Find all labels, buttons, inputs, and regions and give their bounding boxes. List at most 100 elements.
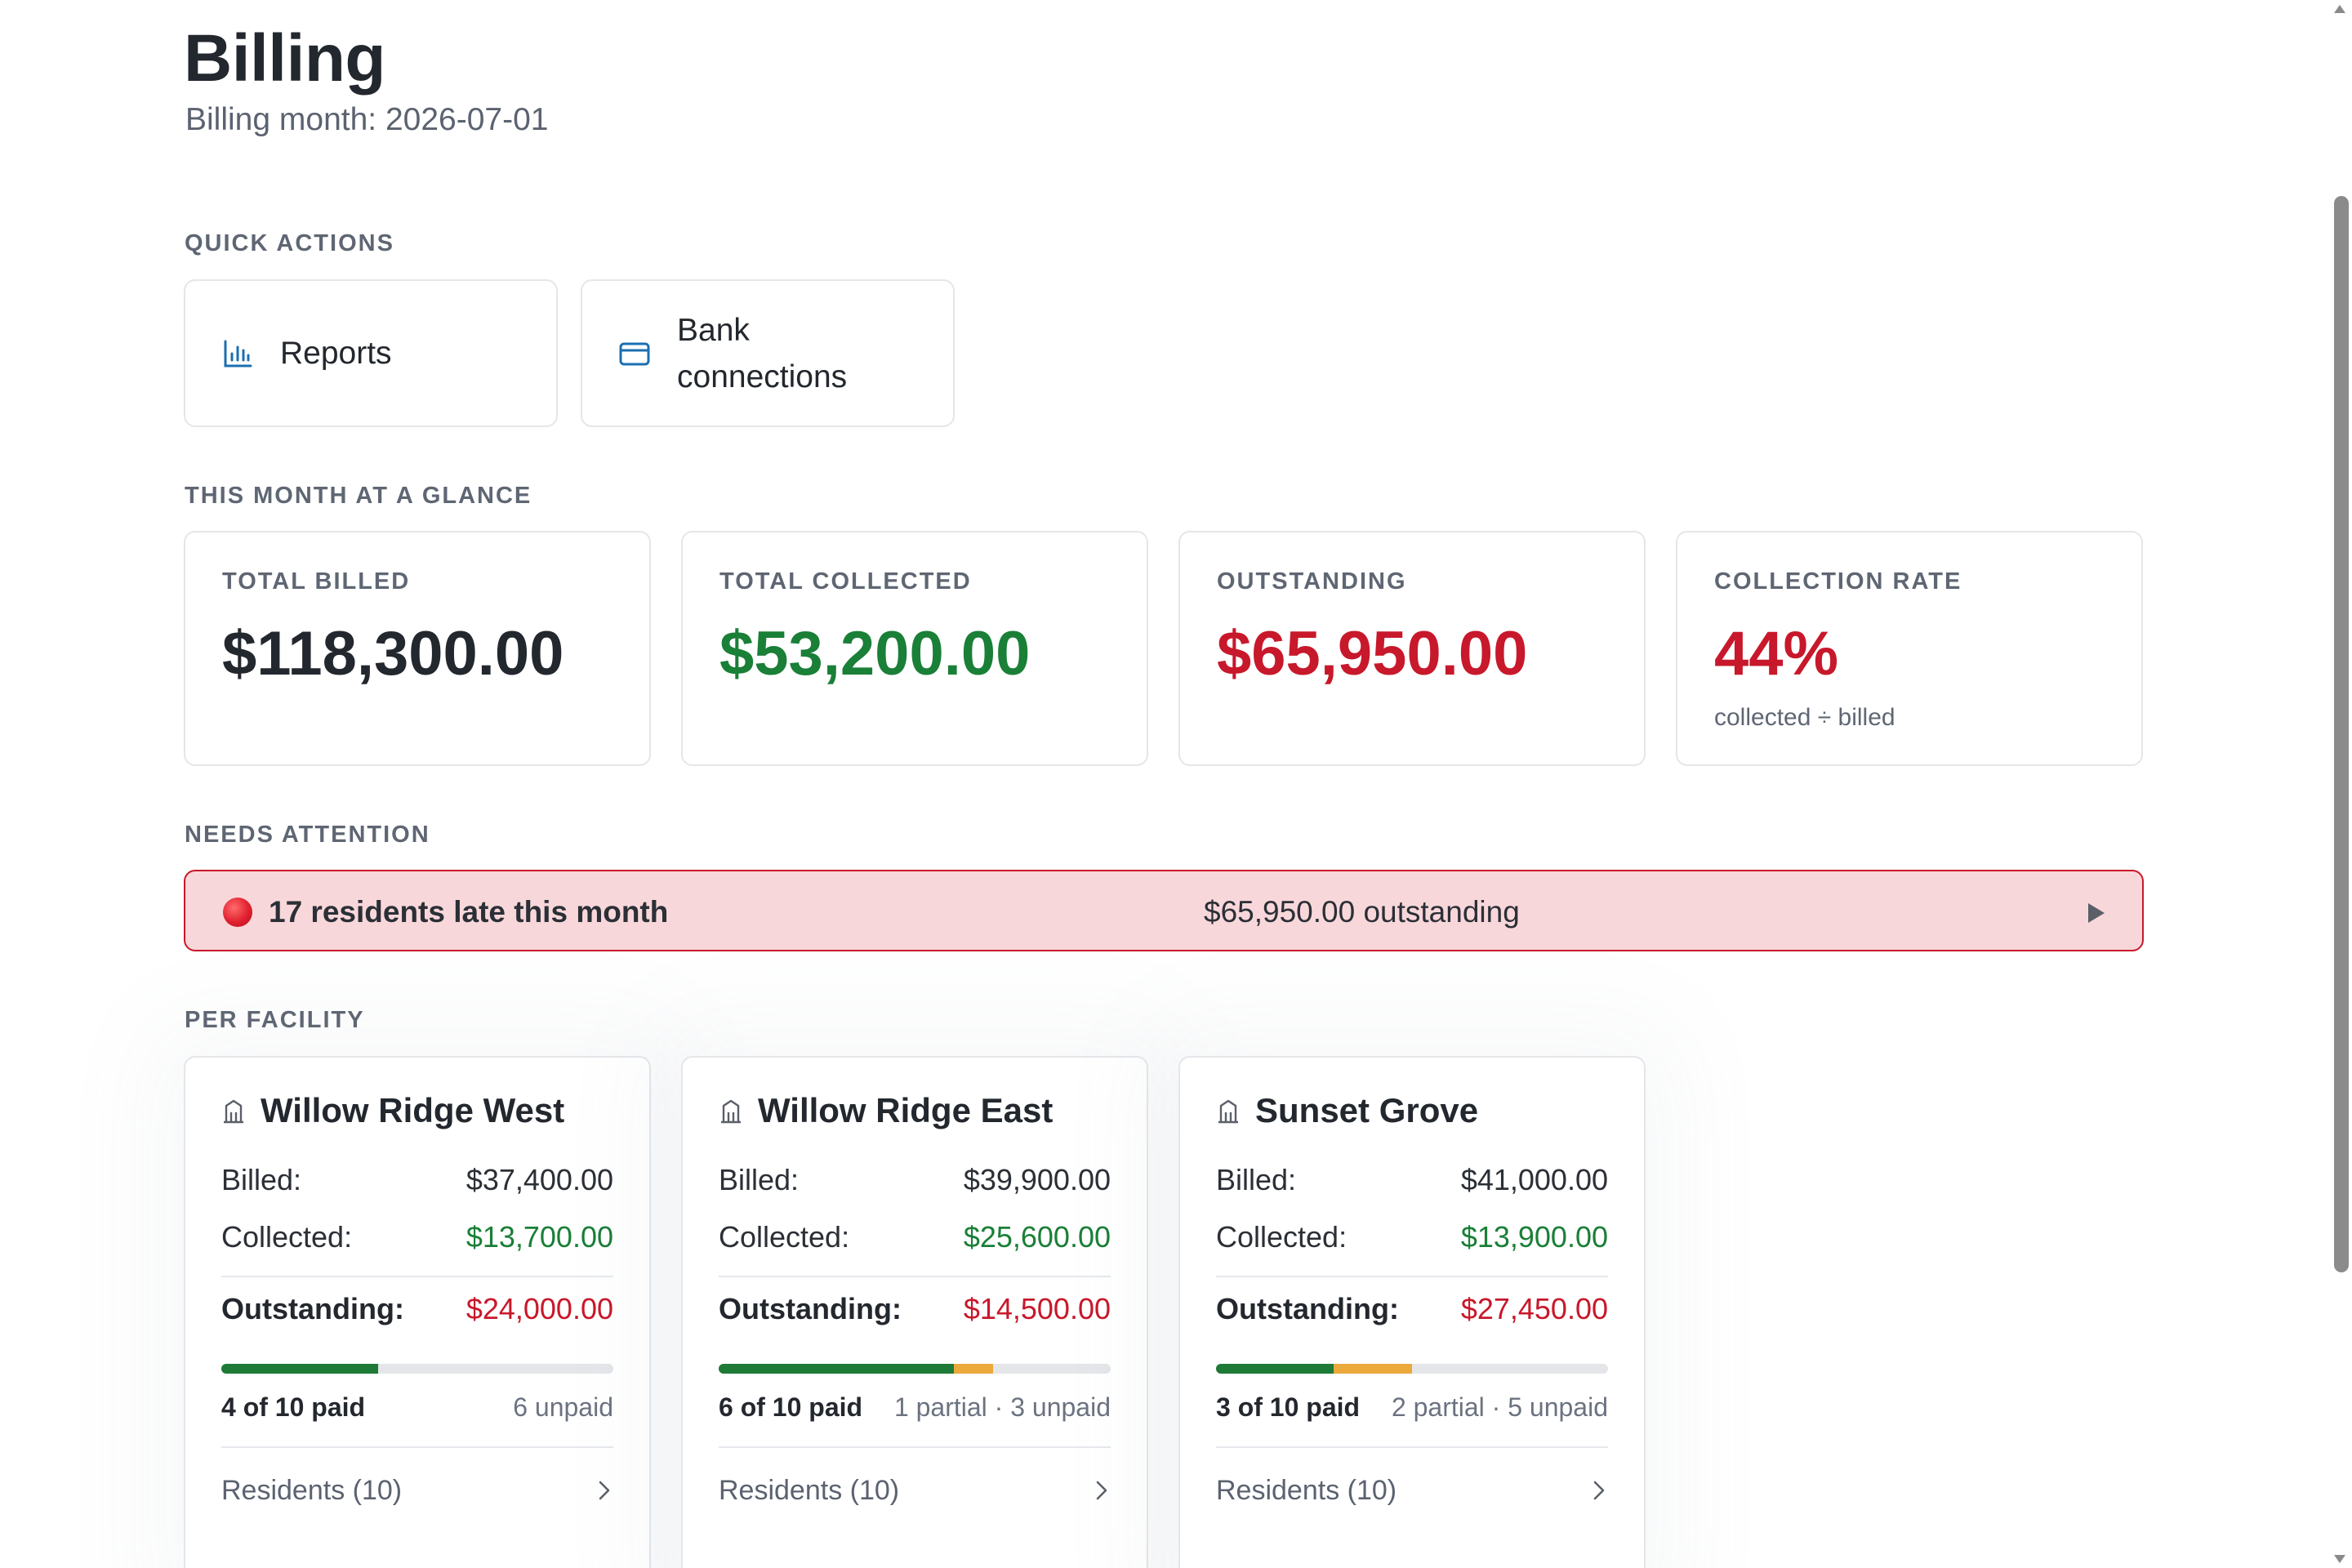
billed-label: Billed:	[1216, 1163, 1297, 1196]
divider	[719, 1276, 1111, 1277]
unpaid-count: 2 partial · 5 unpaid	[1391, 1392, 1608, 1422]
chevron-right-icon	[1593, 1481, 1605, 1500]
outstanding-value: $24,000.00	[466, 1292, 613, 1325]
billed-value: $39,900.00	[963, 1163, 1111, 1196]
payment-progress-bar	[1216, 1364, 1608, 1374]
facility-name: Willow Ridge West	[261, 1091, 565, 1129]
section-quick-actions: QUICK ACTIONS	[185, 230, 394, 256]
stat-total-collected: TOTAL COLLECTED $53,200.00	[681, 531, 1148, 766]
bar-chart-icon	[224, 340, 252, 367]
partial-segment	[1334, 1364, 1412, 1374]
facility-name: Willow Ridge East	[758, 1091, 1054, 1129]
stat-total-billed: TOTAL BILLED $118,300.00	[184, 531, 651, 766]
facility-name: Sunset Grove	[1255, 1091, 1479, 1129]
facility-card: Willow Ridge West Billed: $37,400.00 Col…	[184, 1056, 651, 1568]
outstanding-value: $27,450.00	[1460, 1292, 1608, 1325]
collected-row: Collected: $13,900.00	[1216, 1219, 1608, 1255]
billed-value: $37,400.00	[466, 1163, 613, 1196]
alert-text: 17 residents late this month	[269, 895, 669, 929]
unpaid-count: 1 partial · 3 unpaid	[893, 1392, 1111, 1422]
reports-label: Reports	[280, 336, 392, 371]
unpaid-count: 6 unpaid	[513, 1392, 613, 1422]
divider	[221, 1446, 613, 1448]
outstanding-row: Outstanding: $24,000.00	[221, 1291, 613, 1327]
collected-label: Collected:	[1216, 1220, 1348, 1254]
payment-counts: 3 of 10 paid 2 partial · 5 unpaid	[1216, 1391, 1608, 1423]
credit-card-icon	[619, 342, 650, 365]
divider	[221, 1276, 613, 1277]
paid-segment	[221, 1364, 378, 1374]
billed-row: Billed: $37,400.00	[221, 1162, 613, 1198]
paid-segment	[719, 1364, 954, 1374]
stat-label: TOTAL COLLECTED	[719, 568, 972, 595]
collected-value: $13,700.00	[466, 1220, 613, 1254]
paid-count: 3 of 10 paid	[1216, 1392, 1361, 1422]
divider	[1216, 1446, 1608, 1448]
paid-count: 4 of 10 paid	[221, 1392, 366, 1422]
payment-progress-bar	[719, 1364, 1111, 1374]
stat-value: $53,200.00	[719, 619, 1031, 688]
collected-label: Collected:	[719, 1220, 850, 1254]
facility-header: Sunset Grove	[1216, 1090, 1478, 1131]
billed-row: Billed: $39,900.00	[719, 1162, 1111, 1198]
outstanding-label: Outstanding:	[221, 1292, 404, 1325]
stat-value: $118,300.00	[222, 619, 564, 688]
section-per-facility: PER FACILITY	[185, 1007, 365, 1033]
red-dot-icon	[223, 898, 252, 927]
residents-link[interactable]: Residents (10)	[221, 1472, 613, 1508]
facility-card: Willow Ridge East Billed: $39,900.00 Col…	[681, 1056, 1148, 1568]
scroll-down-arrow-icon[interactable]	[2334, 1555, 2345, 1563]
bank-connections-button[interactable]: Bank connections	[581, 279, 955, 427]
collected-label: Collected:	[221, 1220, 353, 1254]
facility-card: Sunset Grove Billed: $41,000.00 Collecte…	[1178, 1056, 1646, 1568]
payment-counts: 4 of 10 paid 6 unpaid	[221, 1391, 613, 1423]
stat-subtext: collected ÷ billed	[1714, 704, 1895, 731]
collected-row: Collected: $25,600.00	[719, 1219, 1111, 1255]
bank-connections-label: Bank connections	[677, 312, 848, 394]
paid-count: 6 of 10 paid	[719, 1392, 863, 1422]
outstanding-row: Outstanding: $14,500.00	[719, 1291, 1111, 1327]
scrollbar[interactable]	[2328, 0, 2352, 1568]
scrollbar-thumb[interactable]	[2334, 196, 2349, 1272]
stat-label: OUTSTANDING	[1217, 568, 1407, 595]
residents-label: Residents (10)	[1216, 1475, 1397, 1506]
collected-value: $13,900.00	[1460, 1220, 1608, 1254]
payment-progress-bar	[221, 1364, 613, 1374]
chevron-right-icon	[599, 1481, 610, 1500]
billing-month: Billing month: 2026-07-01	[185, 102, 549, 137]
building-icon	[1218, 1099, 1238, 1124]
billed-value: $41,000.00	[1460, 1163, 1608, 1196]
residents-link[interactable]: Residents (10)	[719, 1472, 1111, 1508]
billed-label: Billed:	[719, 1163, 800, 1196]
divider	[1216, 1276, 1608, 1277]
play-arrow-icon	[2088, 903, 2105, 923]
building-icon	[224, 1099, 243, 1124]
collected-row: Collected: $13,700.00	[221, 1219, 613, 1255]
stat-outstanding: OUTSTANDING $65,950.00	[1178, 531, 1646, 766]
stat-label: TOTAL BILLED	[222, 568, 411, 595]
reports-button[interactable]: Reports	[184, 279, 558, 427]
late-residents-alert[interactable]: 17 residents late this month $65,950.00 …	[184, 870, 2144, 951]
residents-link[interactable]: Residents (10)	[1216, 1472, 1608, 1508]
section-needs-attention: NEEDS ATTENTION	[185, 822, 430, 848]
page-title: Billing	[184, 21, 386, 96]
stat-collection-rate: COLLECTION RATE 44% collected ÷ billed	[1676, 531, 2143, 766]
residents-label: Residents (10)	[221, 1475, 403, 1506]
building-icon	[721, 1099, 741, 1124]
stat-value: $65,950.00	[1217, 619, 1528, 688]
chevron-right-icon	[1096, 1481, 1107, 1500]
facility-header: Willow Ridge East	[719, 1090, 1053, 1131]
payment-counts: 6 of 10 paid 1 partial · 3 unpaid	[719, 1391, 1111, 1423]
collected-value: $25,600.00	[963, 1220, 1111, 1254]
scroll-up-arrow-icon[interactable]	[2334, 5, 2345, 13]
stat-label: COLLECTION RATE	[1714, 568, 1962, 595]
outstanding-label: Outstanding:	[1216, 1292, 1399, 1325]
divider	[719, 1446, 1111, 1448]
outstanding-label: Outstanding:	[719, 1292, 902, 1325]
residents-label: Residents (10)	[719, 1475, 900, 1506]
section-at-a-glance: THIS MONTH AT A GLANCE	[185, 483, 532, 509]
outstanding-row: Outstanding: $27,450.00	[1216, 1291, 1608, 1327]
billed-row: Billed: $41,000.00	[1216, 1162, 1608, 1198]
paid-segment	[1216, 1364, 1334, 1374]
outstanding-value: $14,500.00	[963, 1292, 1111, 1325]
